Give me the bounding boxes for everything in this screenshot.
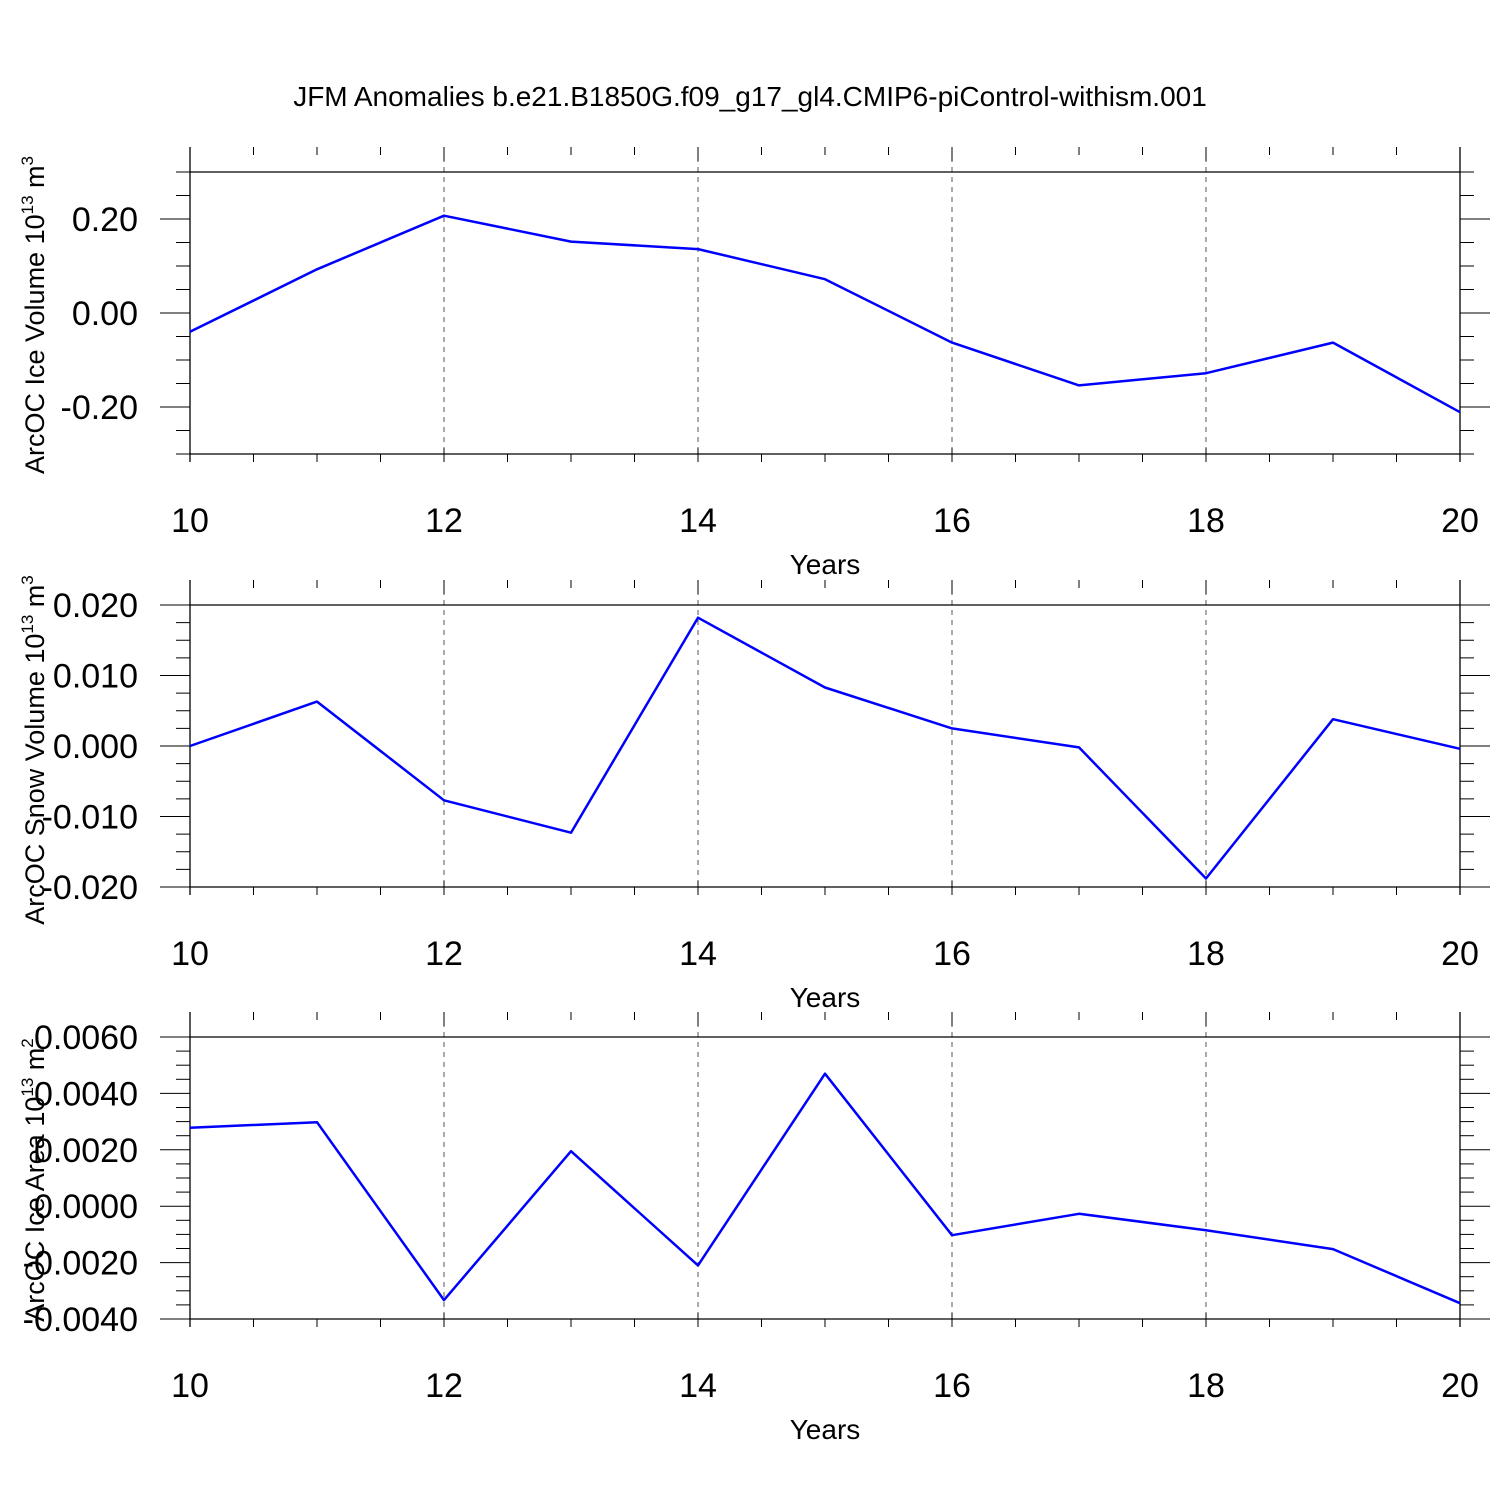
x-tick-label: 10 (171, 502, 209, 540)
x-tick-label: 16 (933, 1367, 971, 1405)
panel-snow-volume: 10 12 14 16 18 20 -0.020 -0.010 0.000 0.010 0.020 Y… (18, 575, 1490, 1013)
y-axis-label: ArcOC Ice Volume 1013 m3 (18, 156, 50, 474)
y-tick-label: -0.020 (42, 869, 138, 907)
panel-ice-area: 10 12 14 16 18 20 -0.0040 -0.0020 0.0000 0.0020 0.… (18, 1012, 1490, 1445)
y-axis-label: ArcOC Ice Area 1013 m2 (18, 1038, 50, 1322)
y-tick-label: -0.010 (42, 799, 138, 837)
x-axis-label: Years (790, 1414, 861, 1445)
series-line (189, 214, 1461, 414)
x-tick-label: 14 (679, 935, 717, 973)
series-line (189, 616, 1461, 880)
y-axis-label: ArcOC Snow Volume 1013 m3 (18, 575, 50, 925)
y-tick-label: 0.0060 (34, 1019, 138, 1057)
y-tick-label: -0.0020 (23, 1245, 138, 1283)
x-tick-label: 20 (1441, 502, 1479, 540)
y-tick-label: 0.020 (53, 587, 138, 625)
y-tick-label: 0.010 (53, 658, 138, 696)
x-tick-label: 16 (933, 935, 971, 973)
y-tick-label: 0.00 (72, 295, 138, 333)
x-tick-label: 20 (1441, 1367, 1479, 1405)
x-tick-label: 16 (933, 502, 971, 540)
x-tick-label: 18 (1187, 935, 1225, 973)
x-tick-label: 20 (1441, 935, 1479, 973)
x-tick-label: 10 (171, 1367, 209, 1405)
y-tick-label: 0.20 (72, 201, 138, 239)
page-title: JFM Anomalies b.e21.B1850G.f09_g17_gl4.C… (293, 81, 1207, 112)
x-tick-label: 12 (425, 1367, 463, 1405)
x-axis-label: Years (790, 982, 861, 1013)
series-line (189, 1072, 1461, 1305)
x-tick-label: 14 (679, 502, 717, 540)
y-tick-label: 0.0020 (34, 1132, 138, 1170)
y-tick-label: 0.0040 (34, 1075, 138, 1113)
y-tick-label: 0.0000 (34, 1188, 138, 1226)
panel-ice-volume: 10 12 14 16 18 20 -0.20 0.00 0.20 Years ArcOC Ice … (18, 147, 1490, 580)
x-tick-label: 12 (425, 502, 463, 540)
x-tick-label: 18 (1187, 502, 1225, 540)
y-tick-label: -0.0040 (23, 1301, 138, 1339)
x-tick-label: 14 (679, 1367, 717, 1405)
x-tick-label: 18 (1187, 1367, 1225, 1405)
y-tick-label: -0.20 (61, 389, 139, 427)
x-tick-label: 10 (171, 935, 209, 973)
x-tick-label: 12 (425, 935, 463, 973)
x-axis-label: Years (790, 549, 861, 580)
y-tick-label: 0.000 (53, 728, 138, 766)
